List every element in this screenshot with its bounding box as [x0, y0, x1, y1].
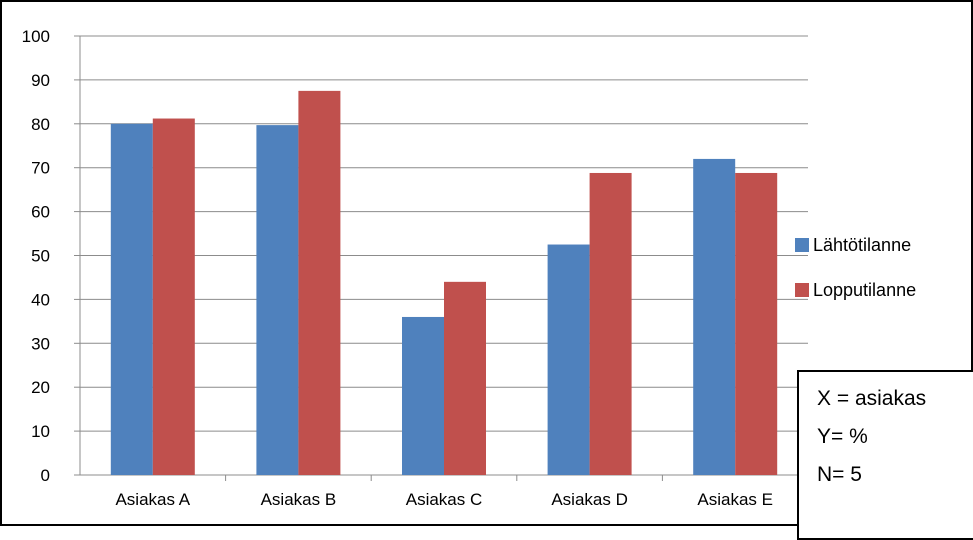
x-category-label: Asiakas E: [697, 490, 773, 509]
y-tick-label: 80: [31, 115, 50, 134]
y-tick-label: 60: [31, 203, 50, 222]
x-category-label: Asiakas D: [551, 490, 628, 509]
legend-swatch: [795, 283, 809, 297]
x-category-label: Asiakas C: [406, 490, 483, 509]
annotation-y-line: Y= %: [817, 425, 868, 448]
x-category-label: Asiakas B: [261, 490, 337, 509]
bar-lopputilanne: [152, 118, 195, 476]
y-tick-label: 50: [31, 247, 50, 266]
bar-lahtotilanne: [256, 125, 299, 475]
bar-lahtotilanne: [547, 244, 590, 475]
y-tick-label: 100: [22, 27, 50, 46]
bar-lahtotilanne: [110, 123, 153, 476]
bar-lopputilanne: [298, 90, 341, 475]
bar-lahtotilanne: [402, 316, 444, 475]
legend-label: Lopputilanne: [813, 280, 916, 300]
annotation-n-line: N= 5: [817, 463, 862, 486]
bar-chart: 0 10 20 30 40 50 60 70 80 90 100 Asiakas A Asiakas B…: [22, 27, 916, 509]
annotation-box: X = asiakas Y= % N= 5: [797, 370, 973, 540]
x-category-label: Asiakas A: [115, 490, 190, 509]
bar-lopputilanne: [444, 281, 486, 475]
bar-lahtotilanne: [693, 158, 736, 476]
y-tick-label: 90: [31, 71, 50, 90]
y-tick-label: 40: [31, 290, 50, 309]
y-tick-label: 10: [31, 422, 50, 441]
legend-swatch: [795, 238, 809, 252]
bar-lopputilanne: [589, 172, 632, 475]
y-tick-label: 0: [41, 466, 50, 485]
legend-label: Lähtötilanne: [813, 235, 911, 255]
annotation-x-line: X = asiakas: [817, 387, 927, 410]
bar-lopputilanne: [735, 172, 778, 475]
y-tick-label: 20: [31, 378, 50, 397]
y-tick-label: 70: [31, 159, 50, 178]
y-tick-label: 30: [31, 334, 50, 353]
